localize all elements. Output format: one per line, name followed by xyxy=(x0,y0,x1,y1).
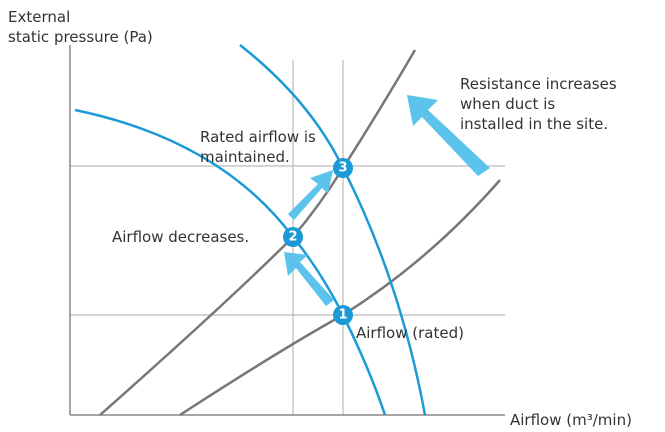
annotation: Airflow (rated) xyxy=(356,324,464,342)
y-axis-label: External xyxy=(8,8,70,26)
axes xyxy=(69,45,505,416)
fan-curve xyxy=(239,44,427,416)
point-label: 2 xyxy=(288,230,297,245)
arrow xyxy=(284,252,334,306)
points: 1 2 3 xyxy=(283,158,353,325)
point-label: 1 xyxy=(338,308,347,323)
arrows xyxy=(284,95,490,306)
annotation: Airflow decreases. xyxy=(112,228,249,246)
fan-curve xyxy=(74,108,387,416)
point-marker xyxy=(333,158,353,178)
arrow xyxy=(288,170,333,220)
point-marker xyxy=(333,305,353,325)
annotation: Resistance increases xyxy=(460,75,617,93)
resistance-curve xyxy=(99,49,417,416)
fan-curves xyxy=(74,44,427,416)
annotation: Rated airflow is xyxy=(200,128,316,146)
y-axis-label: static pressure (Pa) xyxy=(8,28,153,46)
annotation: maintained. xyxy=(200,148,290,166)
x-axis-label: Airflow (m³/min) xyxy=(510,411,632,429)
point-marker xyxy=(283,227,303,247)
point-label: 3 xyxy=(338,161,347,176)
annotation: installed in the site. xyxy=(460,115,608,133)
arrow xyxy=(407,95,490,176)
annotation: when duct is xyxy=(460,95,555,113)
